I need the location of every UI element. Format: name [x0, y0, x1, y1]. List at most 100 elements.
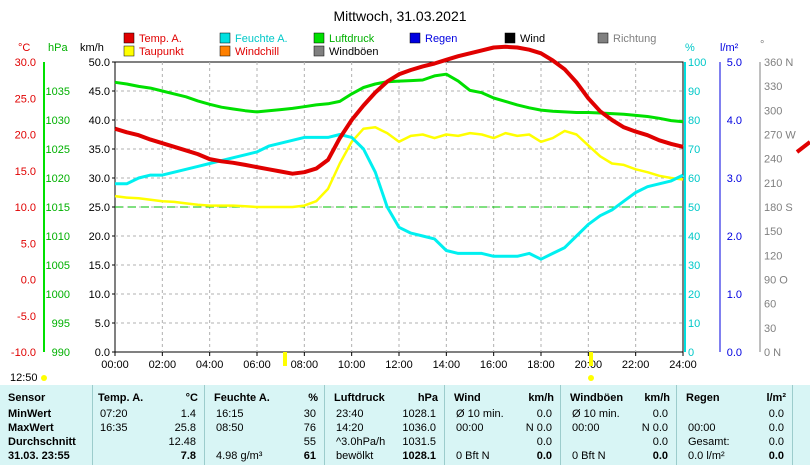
kmh-unit-label: km/h	[80, 42, 104, 54]
time-tick: 18:00	[527, 359, 555, 371]
hpa-tick: 1020	[46, 173, 70, 185]
legend-swatch	[313, 32, 325, 44]
time-axis: 00:00 02:00 04:00 06:00 08:00 10:00 12:00 14:00…	[101, 352, 697, 371]
hum-row-value: 76	[303, 422, 316, 434]
press-row-value: 1036.0	[402, 422, 436, 434]
chart-title: Mittwoch, 31.03.2021	[333, 8, 466, 24]
time-tick: 06:00	[243, 359, 271, 371]
hpa-tick: 1005	[46, 260, 70, 272]
kmh-tick: 5.0	[95, 318, 110, 330]
press-row-value: 1031.5	[402, 436, 436, 448]
legend-label: Temp. A.	[139, 33, 182, 45]
statistics-table: Sensor MinWert MaxWert Durchschnitt 31.03. 2…	[0, 385, 810, 465]
wind-unit: km/h	[528, 392, 554, 404]
hpa-tick: 1000	[46, 289, 70, 301]
hum-row-value: 55	[303, 436, 316, 448]
time-tick: 24:00	[669, 359, 697, 371]
pct-unit-label: %	[685, 42, 695, 54]
pct-tick: 80	[688, 115, 700, 127]
rain-row-note: 00:00	[688, 422, 716, 434]
pct-tick: 20	[688, 289, 700, 301]
gust-header: Windböen	[570, 392, 624, 404]
hum-row-value: 30	[303, 408, 316, 420]
rain-tick: 2.0	[727, 231, 742, 243]
pct-tick: 50	[688, 202, 700, 214]
time-tick: 14:00	[433, 359, 461, 371]
hum-unit: %	[308, 392, 318, 404]
kmh-tick: 40.0	[89, 115, 110, 127]
temp-tick: 5.0	[21, 238, 36, 250]
legend-swatch	[313, 45, 325, 57]
gust-row-value: N 0.0	[641, 422, 668, 434]
kmh-tick: 15.0	[89, 260, 110, 272]
legend-swatch	[409, 32, 421, 44]
pct-tick: 30	[688, 260, 700, 272]
dir-tick: 330	[764, 81, 782, 93]
press-row-value: 1028.1	[402, 408, 436, 420]
dir-tick: 210	[764, 178, 782, 190]
rain-unit: l/m²	[766, 392, 786, 404]
temperature-line-stub	[795, 140, 810, 154]
press-row-note: bewölkt	[336, 450, 374, 462]
rain-tick: 3.0	[727, 173, 742, 185]
temp-tick: 10.0	[15, 202, 36, 214]
gust-row-value: 0.0	[652, 408, 668, 420]
gust-column: Windböen km/h Ø 10 min. 0.0 00:00 N 0.0 0.0 0 B…	[564, 385, 677, 465]
legend-label: Regen	[425, 33, 457, 45]
legend-label: Taupunkt	[139, 46, 184, 58]
kmh-tick: 45.0	[89, 86, 110, 98]
dir-tick: 270 W	[764, 130, 796, 142]
kmh-tick: 0.0	[95, 347, 110, 359]
time-tick: 02:00	[149, 359, 177, 371]
time-tick: 10:00	[338, 359, 366, 371]
temp-column: Temp. A. °C 07:20 1.4 16:35 25.8 12.48 7.8	[92, 385, 205, 465]
kmh-tick: 20.0	[89, 231, 110, 243]
hum-header: Feuchte A.	[214, 392, 270, 404]
temp-tick: -10.0	[11, 347, 36, 359]
sensor-column: Sensor MinWert MaxWert Durchschnitt 31.03. 2…	[0, 385, 93, 465]
hpa-tick: 995	[52, 318, 70, 330]
left-axes: 30.0 25.0 20.0 15.0 10.0 5.0 0.0 -5.0 -10.0 1035 1…	[11, 57, 115, 359]
dewpoint-line	[114, 126, 684, 209]
hpa-unit-label: hPa	[48, 42, 68, 54]
gust-row-value: 0.0	[652, 450, 668, 462]
hum-row-note: 4.98 g/m³	[216, 450, 263, 462]
dir-tick: 150	[764, 226, 782, 238]
rain-tick: 0.0	[727, 347, 742, 359]
kmh-tick: 50.0	[89, 57, 110, 69]
legend-label: Wind	[520, 33, 545, 45]
sensor-row-label: Durchschnitt	[8, 436, 76, 448]
temp-row-value: 1.4	[180, 408, 196, 420]
wind-column: Wind km/h Ø 10 min. 0.0 00:00 N 0.0 0.0 0 Bft N…	[448, 385, 561, 465]
sun-marker-left	[41, 375, 47, 381]
dir-tick: 90 O	[764, 275, 788, 287]
temp-tick: 15.0	[15, 166, 36, 178]
sun-marker-bottom	[588, 375, 594, 381]
legend-swatch	[597, 32, 609, 44]
humidity-line	[115, 133, 684, 261]
pct-tick: 40	[688, 231, 700, 243]
legend-swatch	[504, 32, 516, 44]
time-tick: 22:00	[622, 359, 650, 371]
axis-unit-labels: °C hPa km/h % l/m² °	[18, 39, 764, 54]
hpa-tick: 1010	[46, 231, 70, 243]
legend-label: Luftdruck	[329, 33, 375, 45]
wind-row-value: N 0.0	[525, 422, 552, 434]
kmh-tick: 10.0	[89, 289, 110, 301]
press-row-note: 23:40	[336, 408, 364, 420]
hpa-tick: 990	[52, 347, 70, 359]
sensor-row-label: 31.03. 23:55	[8, 450, 70, 462]
press-unit: hPa	[417, 392, 438, 404]
time-tick: 16:00	[480, 359, 508, 371]
wind-row-value: 0.0	[536, 436, 552, 448]
pct-tick: 10	[688, 318, 700, 330]
temp-row-value: 12.48	[168, 436, 196, 448]
pct-tick: 0	[688, 347, 694, 359]
legend-swatch	[219, 32, 231, 44]
gust-row-value: 0.0	[652, 436, 668, 448]
kmh-tick: 25.0	[89, 202, 110, 214]
dir-tick: 0 N	[764, 347, 781, 359]
press-column: Luftdruck hPa 23:40 1028.1 14:20 1036.0 ^3.0hP…	[328, 385, 445, 465]
dir-tick: 120	[764, 250, 782, 262]
pct-tick: 70	[688, 144, 700, 156]
